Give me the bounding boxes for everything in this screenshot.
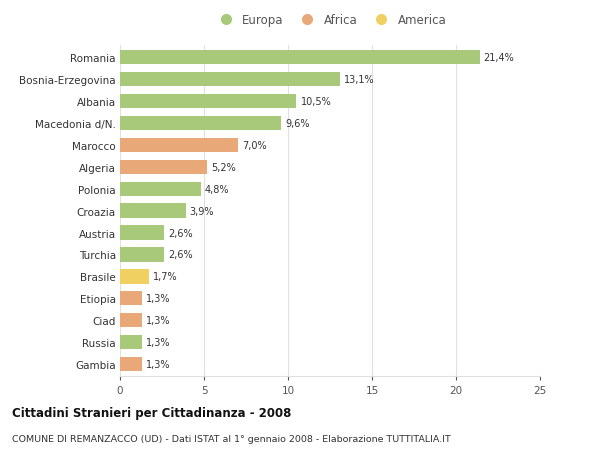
- Bar: [120, 313, 142, 328]
- Bar: [120, 51, 479, 65]
- Text: COMUNE DI REMANZACCO (UD) - Dati ISTAT al 1° gennaio 2008 - Elaborazione TUTTITA: COMUNE DI REMANZACCO (UD) - Dati ISTAT a…: [12, 434, 451, 443]
- Bar: [120, 117, 281, 131]
- Text: 13,1%: 13,1%: [344, 75, 375, 85]
- Text: Cittadini Stranieri per Cittadinanza - 2008: Cittadini Stranieri per Cittadinanza - 2…: [12, 406, 292, 419]
- Text: 4,8%: 4,8%: [205, 184, 229, 194]
- Bar: [120, 160, 208, 174]
- Text: 1,7%: 1,7%: [153, 272, 178, 282]
- Legend: Europa, Africa, America: Europa, Africa, America: [214, 14, 446, 27]
- Text: 21,4%: 21,4%: [484, 53, 514, 63]
- Bar: [120, 248, 164, 262]
- Text: 2,6%: 2,6%: [168, 250, 193, 260]
- Text: 1,3%: 1,3%: [146, 294, 170, 304]
- Text: 5,2%: 5,2%: [212, 162, 236, 173]
- Bar: [120, 336, 142, 350]
- Bar: [120, 204, 185, 218]
- Bar: [120, 226, 164, 240]
- Bar: [120, 357, 142, 371]
- Bar: [120, 138, 238, 152]
- Text: 10,5%: 10,5%: [301, 97, 331, 106]
- Text: 3,9%: 3,9%: [190, 206, 214, 216]
- Text: 2,6%: 2,6%: [168, 228, 193, 238]
- Text: 1,3%: 1,3%: [146, 337, 170, 347]
- Text: 9,6%: 9,6%: [286, 118, 310, 129]
- Bar: [120, 73, 340, 87]
- Bar: [120, 291, 142, 306]
- Bar: [120, 182, 200, 196]
- Bar: [120, 95, 296, 109]
- Text: 7,0%: 7,0%: [242, 140, 266, 151]
- Text: 1,3%: 1,3%: [146, 359, 170, 369]
- Bar: [120, 270, 149, 284]
- Text: 1,3%: 1,3%: [146, 316, 170, 325]
